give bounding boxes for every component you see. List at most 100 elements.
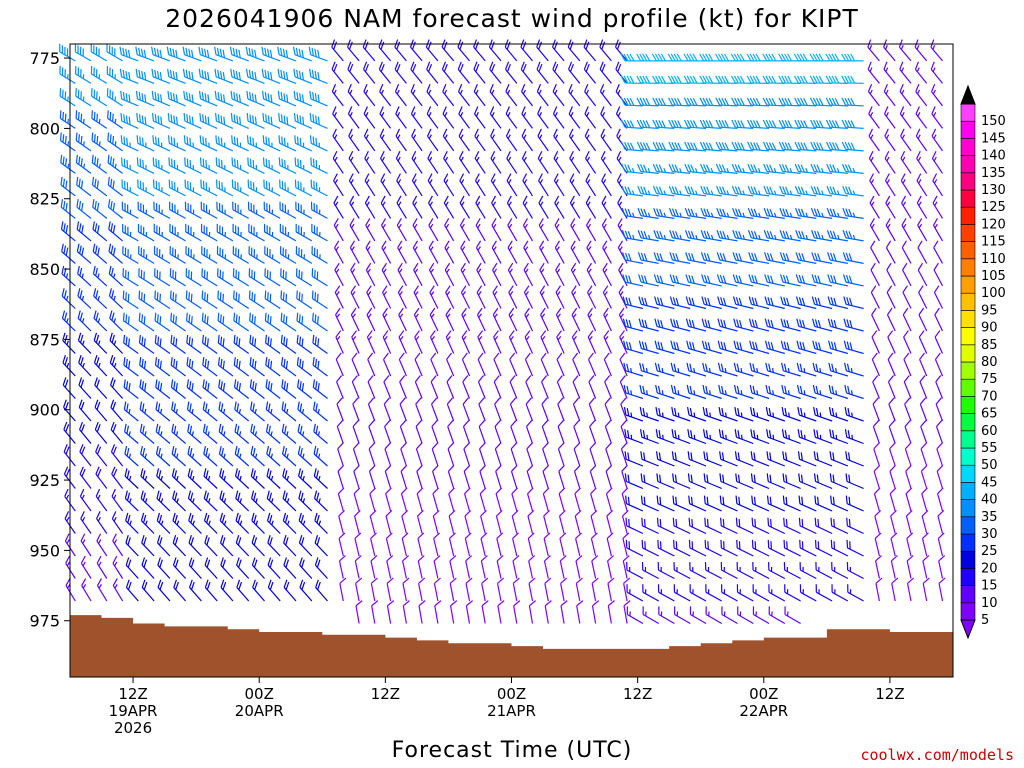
- wind-barb: [447, 420, 455, 444]
- barb-half-flag: [191, 453, 195, 459]
- barb-staff: [280, 298, 297, 310]
- barb-full-flag: [123, 401, 127, 410]
- barb-staff: [379, 113, 392, 129]
- barb-half-flag: [160, 408, 163, 414]
- barb-full-flag: [280, 334, 283, 344]
- barb-full-flag: [457, 61, 462, 70]
- barb-full-flag: [434, 577, 441, 584]
- barb-full-flag: [220, 137, 223, 146]
- barb-full-flag: [296, 136, 299, 145]
- barb-full-flag: [252, 447, 256, 457]
- barb-full-flag: [250, 203, 252, 212]
- barb-full-flag: [475, 41, 479, 50]
- barb-full-flag: [95, 488, 101, 497]
- barb-full-flag: [250, 490, 255, 499]
- barb-half-flag: [476, 134, 480, 139]
- barb-staff: [334, 247, 344, 264]
- barb-full-flag: [128, 116, 131, 125]
- barb-full-flag: [189, 381, 192, 390]
- wind-barb: [92, 199, 108, 219]
- wind-barb: [366, 285, 376, 309]
- wind-barb: [308, 68, 328, 84]
- barb-full-flag: [205, 182, 208, 191]
- barb-full-flag: [173, 403, 176, 412]
- barb-staff: [296, 342, 313, 354]
- barb-full-flag: [112, 113, 114, 122]
- barb-staff: [399, 426, 407, 444]
- wind-barb: [92, 221, 108, 242]
- wind-barb: [334, 262, 344, 287]
- wind-barb: [458, 83, 470, 107]
- barb-staff: [75, 140, 92, 152]
- wind-barb: [65, 555, 76, 579]
- barb-full-flag: [201, 47, 204, 56]
- barb-full-flag: [297, 445, 301, 455]
- barb-half-flag: [270, 475, 274, 481]
- barb-full-flag: [380, 195, 386, 204]
- barb-full-flag: [204, 115, 207, 124]
- wind-barb: [445, 307, 455, 332]
- barb-full-flag: [230, 68, 233, 77]
- barb-full-flag: [230, 113, 233, 122]
- barb-full-flag: [396, 63, 401, 72]
- wind-barb: [121, 179, 139, 197]
- barb-full-flag: [125, 314, 128, 323]
- barb-full-flag: [336, 375, 343, 383]
- wind-barb: [399, 375, 407, 399]
- barb-full-flag: [205, 137, 207, 146]
- barb-full-flag: [139, 423, 143, 432]
- barb-staff: [122, 298, 139, 310]
- barb-full-flag: [251, 557, 256, 566]
- barb-full-flag: [283, 403, 287, 412]
- barb-full-flag: [186, 158, 189, 167]
- barb-staff: [386, 583, 392, 602]
- wind-barb: [277, 90, 297, 107]
- barb-staff: [348, 135, 360, 152]
- barb-full-flag: [261, 46, 264, 55]
- wind-barb: [415, 397, 423, 422]
- barb-full-flag: [366, 285, 372, 293]
- wind-barb: [77, 332, 92, 354]
- barb-staff: [385, 538, 392, 557]
- barb-full-flag: [206, 293, 209, 302]
- barb-full-flag: [400, 442, 407, 450]
- barb-staff: [447, 471, 455, 489]
- plot-area: [70, 44, 953, 677]
- wind-barb: [382, 285, 392, 309]
- barb-full-flag: [159, 338, 162, 347]
- barb-full-flag: [80, 533, 86, 542]
- barb-full-flag: [199, 113, 202, 122]
- wind-barb: [183, 113, 202, 129]
- barb-half-flag: [461, 268, 466, 273]
- barb-full-flag: [350, 307, 357, 316]
- barb-full-flag: [123, 158, 126, 167]
- barb-staff: [463, 493, 471, 512]
- wind-barb: [141, 535, 155, 557]
- barb-full-flag: [317, 383, 320, 392]
- barb-full-flag: [313, 445, 317, 455]
- barb-full-flag: [446, 397, 453, 405]
- barb-full-flag: [473, 83, 478, 92]
- barb-full-flag: [109, 67, 111, 76]
- wind-barb: [91, 110, 108, 129]
- barb-full-flag: [313, 423, 316, 432]
- barb-full-flag: [265, 136, 268, 145]
- wind-barb: [432, 487, 440, 512]
- barb-full-flag: [270, 360, 273, 369]
- barb-staff: [215, 54, 234, 62]
- barb-staff: [352, 403, 360, 422]
- barb-staff: [395, 135, 407, 152]
- barb-full-flag: [232, 223, 234, 232]
- barb-full-flag: [191, 49, 194, 58]
- barb-full-flag: [92, 199, 95, 208]
- wind-barb: [310, 157, 328, 174]
- barb-full-flag: [443, 173, 449, 182]
- barb-full-flag: [151, 90, 154, 100]
- barb-full-flag: [159, 360, 162, 369]
- barb-half-flag: [445, 201, 449, 206]
- barb-full-flag: [169, 223, 171, 232]
- barb-half-flag: [319, 231, 321, 237]
- barb-staff: [124, 498, 139, 512]
- barb-full-flag: [121, 201, 124, 210]
- barb-full-flag: [136, 113, 139, 122]
